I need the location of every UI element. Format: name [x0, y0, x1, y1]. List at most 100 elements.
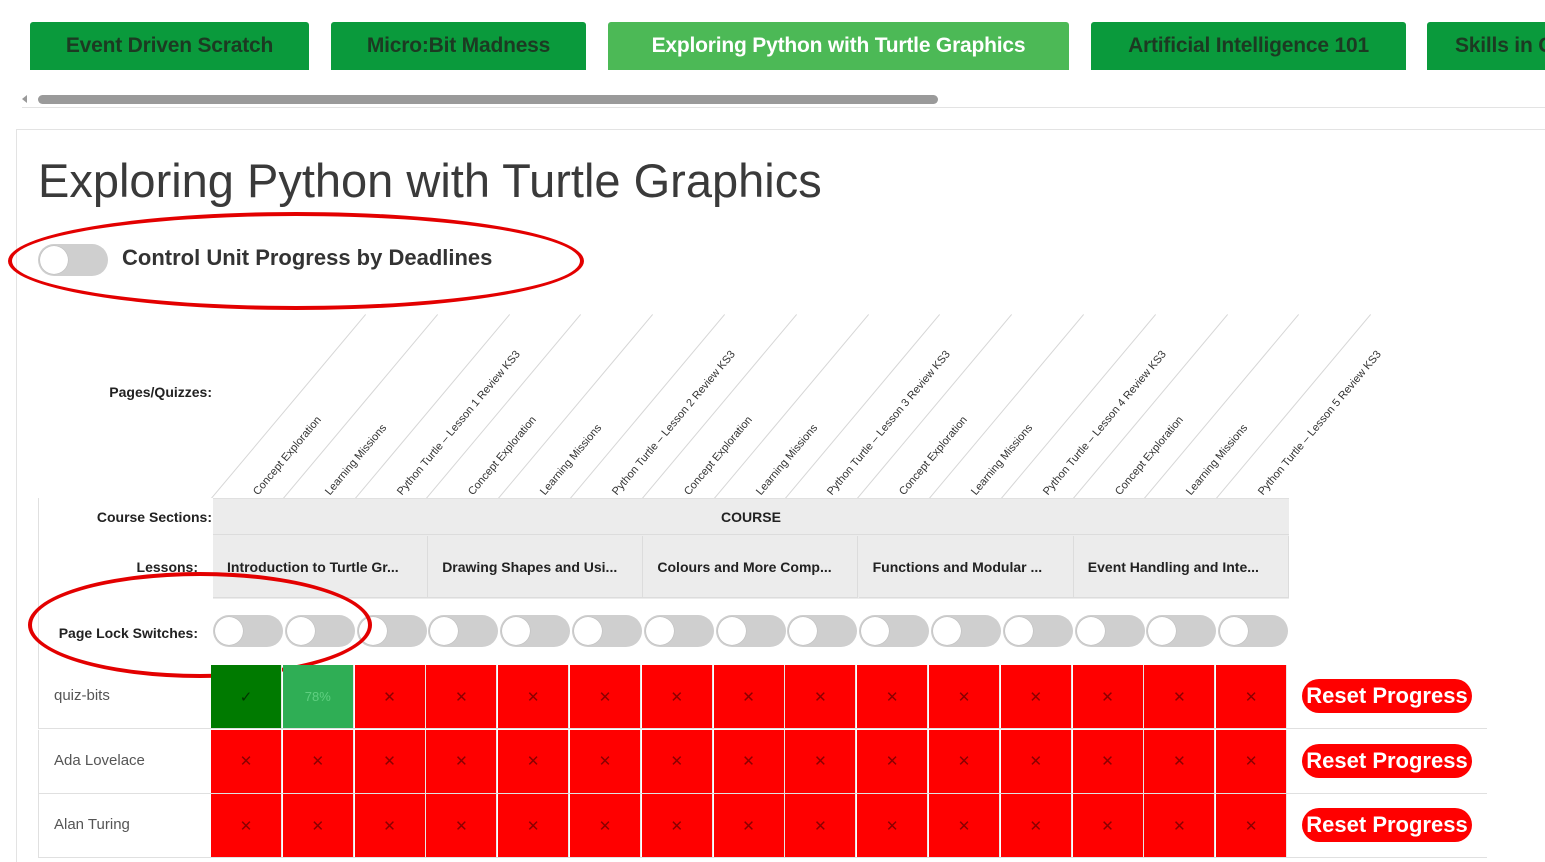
- progress-cell[interactable]: ✕: [857, 794, 929, 857]
- progress-cell[interactable]: ✕: [713, 665, 785, 728]
- tab-artificial-intelligence-101[interactable]: Artificial Intelligence 101: [1091, 22, 1406, 70]
- page-lock-switch[interactable]: [1074, 615, 1145, 647]
- progress-cell[interactable]: ✕: [354, 794, 426, 857]
- progress-cell[interactable]: ✕: [1072, 729, 1144, 793]
- progress-cell[interactable]: ✕: [857, 665, 929, 728]
- progress-cell[interactable]: ✕: [211, 729, 282, 793]
- page-lock-switch[interactable]: [1002, 615, 1073, 647]
- page-header: Concept Exploration: [681, 414, 755, 498]
- reset-progress-button[interactable]: Reset Progress: [1302, 743, 1472, 778]
- progress-cell[interactable]: ✕: [498, 729, 570, 793]
- progress-cell[interactable]: ✕: [641, 794, 713, 857]
- progress-cell[interactable]: ✕: [354, 729, 426, 793]
- progress-cell[interactable]: ✕: [929, 794, 1000, 857]
- progress-cell[interactable]: ✕: [498, 794, 570, 857]
- progress-cell[interactable]: ✕: [1144, 665, 1216, 728]
- reset-progress-button[interactable]: Reset Progress: [1302, 679, 1472, 713]
- progress-cell[interactable]: ✕: [570, 794, 641, 857]
- page-lock-switch[interactable]: [572, 615, 642, 647]
- progress-cell[interactable]: ✕: [426, 729, 498, 793]
- tabs-scrollbar[interactable]: [22, 93, 1545, 107]
- progress-cell[interactable]: ✕: [785, 665, 857, 728]
- page-title: Exploring Python with Turtle Graphics: [38, 154, 822, 207]
- table-row: quiz-bits ✓ 78% ✕ ✕ ✕ ✕ ✕ ✕ ✕ ✕ ✕ ✕ ✕ ✕ ✕ Reset Progress: [38, 665, 1487, 729]
- progress-cell[interactable]: ✕: [498, 665, 570, 728]
- row-border: [38, 729, 39, 794]
- page-lock-switch[interactable]: [931, 615, 1001, 647]
- scrollbar-thumb[interactable]: [38, 95, 938, 104]
- progress-cell[interactable]: 78%: [282, 665, 354, 728]
- progress-cell[interactable]: ✓: [211, 665, 282, 728]
- page-lock-switch[interactable]: [500, 615, 571, 647]
- deadline-toggle-switch[interactable]: [38, 244, 108, 276]
- progress-cell[interactable]: ✕: [1000, 794, 1072, 857]
- page-lock-switch[interactable]: [213, 615, 283, 647]
- progress-cell[interactable]: ✕: [641, 665, 713, 728]
- page-lock-switch[interactable]: [859, 615, 930, 647]
- progress-cell[interactable]: ✕: [426, 665, 498, 728]
- pages-row-label: Pages/Quizzes:: [109, 384, 212, 400]
- page-lock-switch[interactable]: [1218, 615, 1289, 647]
- page-lock-switch[interactable]: [428, 615, 499, 647]
- tab-exploring-python-turtle[interactable]: Exploring Python with Turtle Graphics: [608, 22, 1069, 70]
- table-row: Ada Lovelace ✕ ✕ ✕ ✕ ✕ ✕ ✕ ✕ ✕ ✕ ✕ ✕ ✕ ✕ ✕ Reset Progres…: [38, 729, 1487, 794]
- progress-cell[interactable]: ✕: [857, 729, 929, 793]
- tab-skills[interactable]: Skills in C: [1427, 22, 1545, 70]
- student-name: Ada Lovelace: [54, 751, 145, 769]
- progress-cell[interactable]: ✕: [1072, 665, 1144, 728]
- page-lock-switch[interactable]: [787, 615, 858, 647]
- page-header: Learning Missions: [538, 422, 605, 498]
- progress-cell[interactable]: ✕: [570, 729, 641, 793]
- page-lock-switch[interactable]: [356, 615, 427, 647]
- progress-cell[interactable]: ✕: [282, 794, 354, 857]
- student-name: Alan Turing: [54, 816, 130, 833]
- progress-cell[interactable]: ✕: [354, 665, 426, 728]
- reset-progress-button[interactable]: Reset Progress: [1302, 808, 1472, 842]
- progress-cell[interactable]: ✕: [929, 729, 1000, 793]
- progress-cell[interactable]: ✕: [1072, 794, 1144, 857]
- progress-cell[interactable]: ✕: [211, 794, 282, 857]
- lesson-cell: Colours and More Comp...: [643, 536, 859, 598]
- locks-row-label: Page Lock Switches:: [58, 625, 198, 641]
- page-lock-switch[interactable]: [284, 615, 355, 647]
- page-lock-switch[interactable]: [643, 615, 714, 647]
- progress-cell[interactable]: ✕: [1216, 729, 1288, 793]
- progress-cell[interactable]: ✕: [570, 665, 641, 728]
- page-header: Learning Missions: [753, 422, 820, 498]
- page-header: Concept Exploration: [466, 414, 540, 498]
- deadline-toggle-label: Control Unit Progress by Deadlines: [122, 245, 493, 270]
- page-header: Concept Exploration: [897, 414, 971, 498]
- page-headers: Concept Exploration Learning Missions Pyth…: [0, 300, 1545, 500]
- progress-cell[interactable]: ✕: [713, 794, 785, 857]
- progress-cell[interactable]: ✕: [282, 729, 354, 793]
- progress-cell[interactable]: ✕: [1000, 665, 1072, 728]
- tab-event-driven-scratch[interactable]: Event Driven Scratch: [30, 22, 309, 70]
- progress-cell[interactable]: ✕: [929, 665, 1000, 728]
- tab-microbit-madness[interactable]: Micro:Bit Madness: [331, 22, 586, 70]
- page-header: Python Turtle – Lesson 1 Review KS3: [394, 348, 523, 498]
- progress-cell[interactable]: ✕: [426, 794, 498, 857]
- page-lock-switch[interactable]: [1146, 615, 1217, 647]
- progress-cell[interactable]: ✕: [1144, 729, 1216, 793]
- progress-cell[interactable]: ✕: [1216, 665, 1288, 728]
- student-name: quiz-bits: [54, 687, 110, 704]
- scroll-left-arrow-icon[interactable]: [22, 95, 27, 103]
- progress-cell[interactable]: ✕: [785, 794, 857, 857]
- progress-cell[interactable]: ✕: [1000, 729, 1072, 793]
- course-panel: [16, 129, 1545, 862]
- progress-cell[interactable]: ✕: [1144, 794, 1216, 857]
- page-divider: [1216, 314, 1372, 499]
- progress-cell[interactable]: ✕: [785, 729, 857, 793]
- page-header: Python Turtle – Lesson 5 Review KS3: [1256, 348, 1385, 498]
- course-tabs: Event Driven Scratch Micro:Bit Madness E…: [0, 0, 1545, 108]
- progress-cell[interactable]: ✕: [641, 729, 713, 793]
- table-row: Alan Turing ✕ ✕ ✕ ✕ ✕ ✕ ✕ ✕ ✕ ✕ ✕ ✕ ✕ ✕ ✕ Reset Progress: [38, 794, 1487, 858]
- course-section: COURSE: [213, 499, 1289, 535]
- page-lock-switch[interactable]: [715, 615, 786, 647]
- sections-row-label: Course Sections:: [96, 509, 212, 525]
- row-border: [38, 794, 39, 858]
- progress-cell[interactable]: ✕: [1216, 794, 1288, 857]
- page-header: Python Turtle – Lesson 3 Review KS3: [825, 348, 954, 498]
- progress-cell[interactable]: ✕: [713, 729, 785, 793]
- lesson-cell: Event Handling and Inte...: [1073, 536, 1289, 598]
